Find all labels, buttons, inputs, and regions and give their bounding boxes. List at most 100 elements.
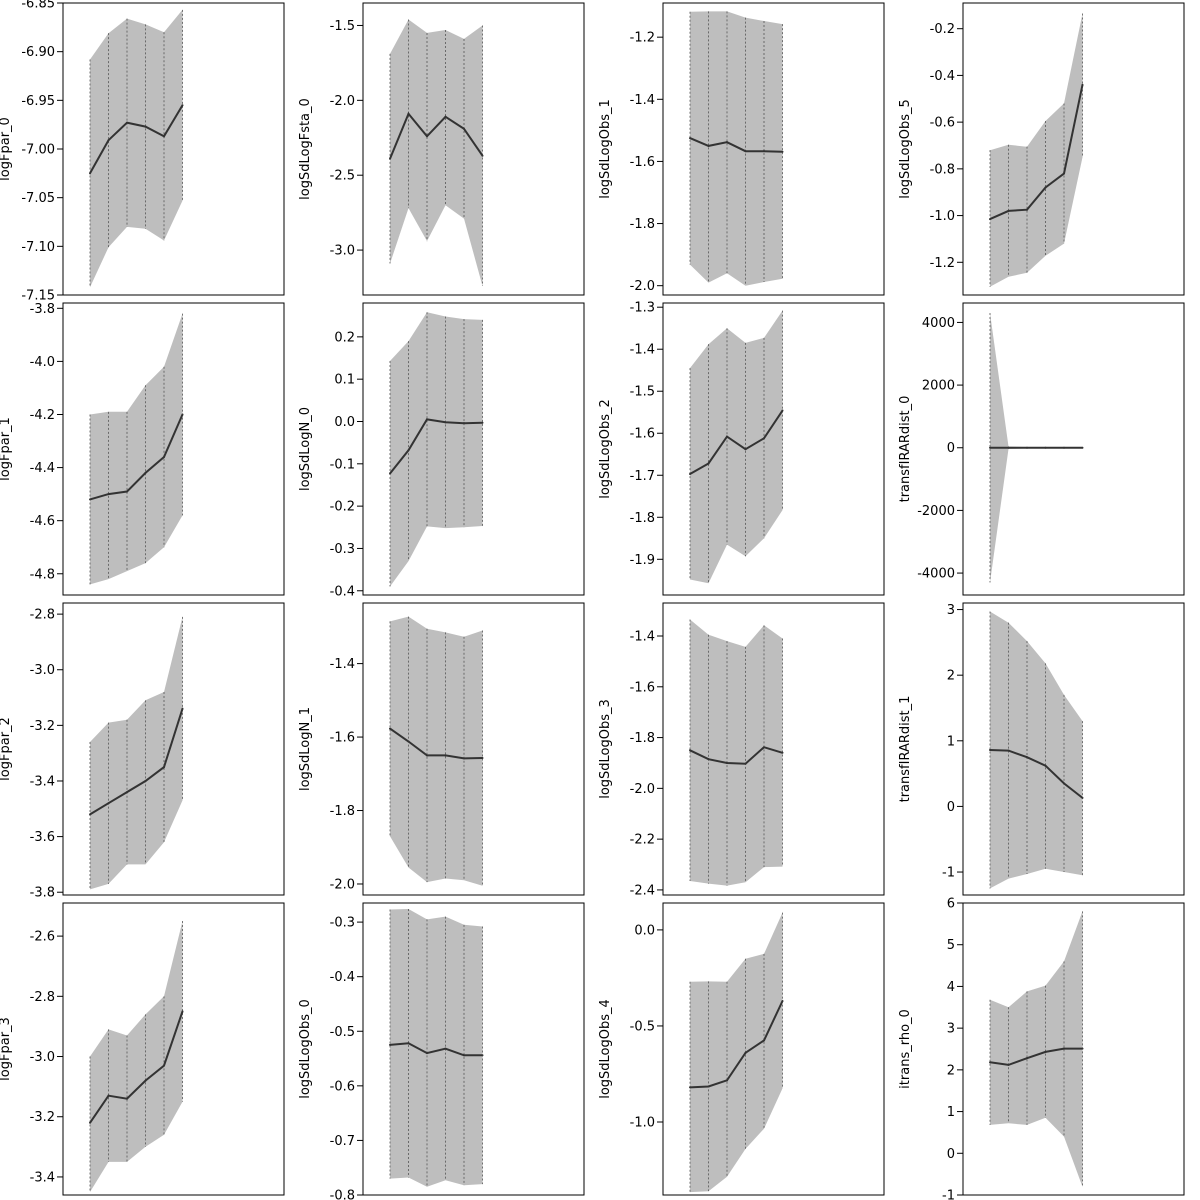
mean-point [144, 779, 147, 782]
y-tick-label: -1.9 [630, 553, 655, 568]
mean-point [481, 1054, 484, 1057]
mean-point [989, 1061, 991, 1064]
mean-point [126, 1097, 128, 1100]
panel-transfIRARdist_1: 3 2 1 0 -1 transfIRARdist_1 [898, 602, 1185, 896]
mean-line [989, 749, 1084, 799]
mean-point [1026, 756, 1028, 759]
y-tick-label: -1.2 [630, 31, 655, 46]
panel-logFpar_1: -3.8 -4.0 -4.2 -4.4 -4.6 -4.8 logFpar_1 [0, 302, 285, 596]
plot-frame [962, 602, 1185, 896]
plot-frame [62, 302, 285, 596]
y-tick-label: 6 [947, 897, 955, 912]
y-tick-label: -3.0 [30, 663, 55, 678]
confidence-band [690, 11, 783, 286]
mean-point [481, 154, 484, 157]
y-tick-label: -1.6 [330, 731, 355, 746]
mean-point [1026, 1057, 1028, 1060]
mean-point [407, 1042, 410, 1045]
y-tick-label: -2.6 [30, 930, 55, 945]
mean-point [689, 472, 691, 475]
y-tick-label: -1.0 [630, 1116, 655, 1131]
y-tick-label: -0.4 [930, 69, 955, 84]
y-tick-label: -3.8 [30, 302, 55, 317]
plot-frame [662, 602, 885, 896]
mean-point [463, 1054, 465, 1057]
y-tick-label: -7.05 [21, 191, 55, 206]
y-tick-label: -2.4 [630, 883, 655, 898]
y-axis-label: logSdLogObs_5 [898, 99, 913, 199]
y-tick-label: -0.5 [630, 1019, 655, 1034]
y-tick-label: -1.0 [930, 209, 955, 224]
mean-point [163, 1064, 165, 1067]
y-axis-label: logSdLogObs_4 [598, 999, 613, 1099]
y-tick-label: 0.0 [334, 415, 355, 430]
panel-logSdLogN_1: -1.4 -1.6 -1.8 -2.0 logSdLogN_1 [298, 602, 585, 896]
y-tick-label: -1.5 [630, 385, 655, 400]
y-tick-label: 2 [947, 1063, 955, 1078]
confidence-band [690, 310, 783, 584]
y-tick-label: -0.3 [330, 916, 355, 931]
mean-point [481, 756, 484, 759]
y-tick-label: -0.6 [930, 116, 955, 131]
panel-itrans_rho_0: 6 5 4 3 2 1 0 -1 itrans_rho_0 [898, 897, 1185, 1200]
mean-line [89, 414, 184, 501]
mean-point [1063, 446, 1065, 449]
mean-point [1026, 208, 1028, 211]
y-tick-label: -2.8 [30, 990, 55, 1005]
y-tick-label: 0.0 [634, 923, 655, 938]
y-tick-label: -3.2 [30, 719, 55, 734]
confidence-band [390, 312, 483, 587]
confidence-band [90, 921, 183, 1192]
plot-frame [662, 2, 885, 296]
y-tick-label: 2000 [922, 379, 955, 394]
y-axis-label: logFpar_3 [0, 1017, 13, 1081]
y-tick-label: -4000 [917, 567, 955, 582]
panel-logFpar_2: -2.8 -3.0 -3.2 -3.4 -3.6 -3.8 logFpar_2 [0, 602, 285, 901]
y-axis-label: logFpar_1 [0, 417, 13, 481]
confidence-band [990, 13, 1083, 287]
mean-point [726, 1079, 728, 1082]
mean-point [763, 746, 765, 749]
mean-point [444, 754, 447, 757]
confidence-band [90, 616, 183, 890]
y-tick-label: -1.6 [630, 427, 655, 442]
mean-point [163, 455, 165, 458]
mean-point [726, 141, 728, 144]
mean-point [781, 751, 784, 754]
panel-logSdLogObs_2: -1.3 -1.4 -1.5 -1.6 -1.7 -1.8 -1.9 logSdLogObs_… [598, 301, 885, 596]
y-tick-label: -6.90 [21, 45, 55, 60]
panel-logSdLogN_0: 0.2 0.1 0.0 -0.1 -0.2 -0.3 -0.4 logSdLogN_0 [298, 302, 585, 599]
mean-point [126, 121, 128, 124]
mean-point [726, 761, 728, 764]
panel-logSdLogObs_3: -1.4 -1.6 -1.8 -2.0 -2.2 -2.4 logSdLogObs_3 [598, 602, 885, 898]
y-axis-label: logSdLogN_0 [298, 407, 313, 491]
y-tick-label: -7.00 [21, 143, 55, 158]
mean-point [463, 127, 465, 130]
mean-point [1026, 446, 1028, 449]
y-axis-label: logSdLogObs_1 [598, 99, 613, 199]
y-tick-label: -2.0 [330, 94, 355, 109]
mean-point [1081, 83, 1084, 86]
y-tick-label: -0.6 [330, 1079, 355, 1094]
y-tick-label: -4.0 [30, 355, 55, 370]
plot-frame [662, 302, 885, 596]
mean-line [989, 1047, 1083, 1066]
mean-point [407, 449, 410, 452]
mean-point [389, 157, 391, 160]
y-tick-label: -0.3 [330, 542, 355, 557]
y-axis-label: itrans_rho_0 [898, 1009, 913, 1089]
mean-line [389, 418, 483, 475]
y-tick-label: -4.6 [30, 514, 55, 529]
mean-point [426, 754, 428, 757]
mean-line [689, 746, 783, 765]
y-tick-label: -2.5 [330, 169, 355, 184]
confidence-band [990, 611, 1083, 889]
panel-logFpar_0: -6.85 -6.90 -6.95 -7.00 -7.05 -7.10 -7.15 logFp… [0, 0, 285, 304]
mean-point [444, 421, 447, 424]
mean-point [89, 172, 91, 175]
y-tick-label: -3.6 [30, 830, 55, 845]
y-axis-label: transfIRARdist_0 [898, 396, 913, 503]
mean-point [144, 125, 147, 128]
plot-frame [362, 302, 585, 596]
